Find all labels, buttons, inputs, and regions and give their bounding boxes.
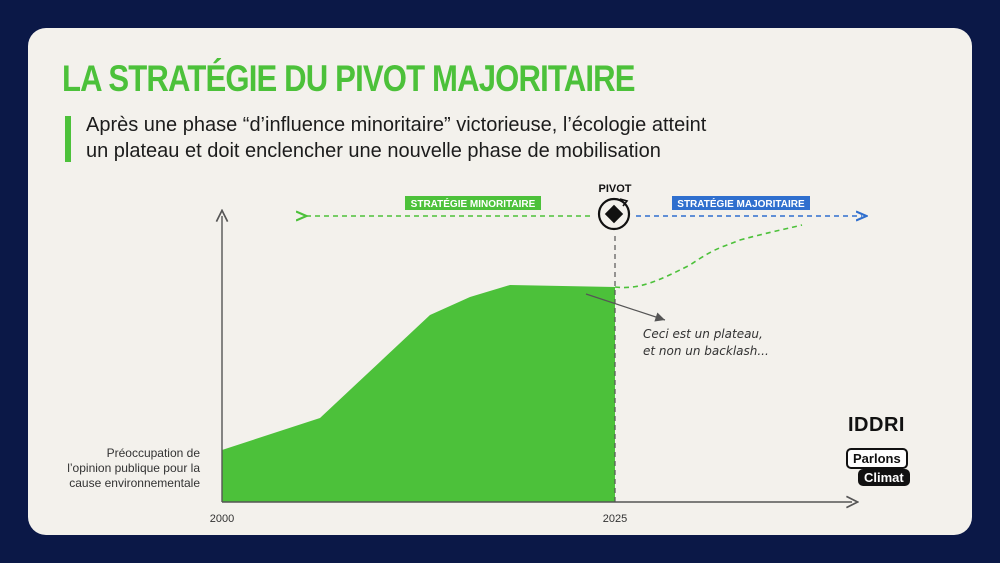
y-axis-label-2: l’opinion publique pour la bbox=[67, 461, 200, 475]
climat-logo-text: Climat bbox=[858, 469, 910, 486]
projected-curve bbox=[614, 224, 803, 289]
annotation-line-1: Ceci est un plateau, bbox=[643, 327, 763, 341]
opinion-area bbox=[222, 285, 615, 502]
y-axis-label-1: Préoccupation de bbox=[107, 446, 201, 460]
x-tick-2025: 2025 bbox=[603, 513, 627, 525]
subtitle-accent-bar bbox=[65, 116, 71, 162]
slide-title: LA STRATÉGIE DU PIVOT MAJORITAIRE bbox=[62, 58, 635, 99]
iddri-logo: IDDRI bbox=[848, 414, 905, 436]
parlons-climat-logo: Parlons Climat bbox=[846, 448, 930, 492]
annotation-arrow bbox=[585, 293, 666, 322]
x-tick-2000: 2000 bbox=[210, 513, 234, 525]
minority-label: STRATÉGIE MINORITAIRE bbox=[411, 197, 536, 210]
majority-label-bg bbox=[672, 196, 810, 210]
annotation-line-2: et non un backlash... bbox=[643, 344, 769, 358]
subtitle-line-2: un plateau et doit enclencher une nouvel… bbox=[86, 140, 661, 162]
majority-label: STRATÉGIE MAJORITAIRE bbox=[677, 197, 805, 210]
pivot-label: PIVOT bbox=[598, 183, 631, 195]
y-axis-label-3: cause environnementale bbox=[69, 476, 200, 490]
slide-subtitle: Après une phase “d’influence minoritaire… bbox=[86, 112, 866, 164]
pivot-icon bbox=[597, 197, 631, 231]
minority-label-bg bbox=[405, 196, 541, 210]
subtitle-line-1: Après une phase “d’influence minoritaire… bbox=[86, 114, 707, 136]
parlons-logo-text: Parlons bbox=[846, 448, 908, 469]
